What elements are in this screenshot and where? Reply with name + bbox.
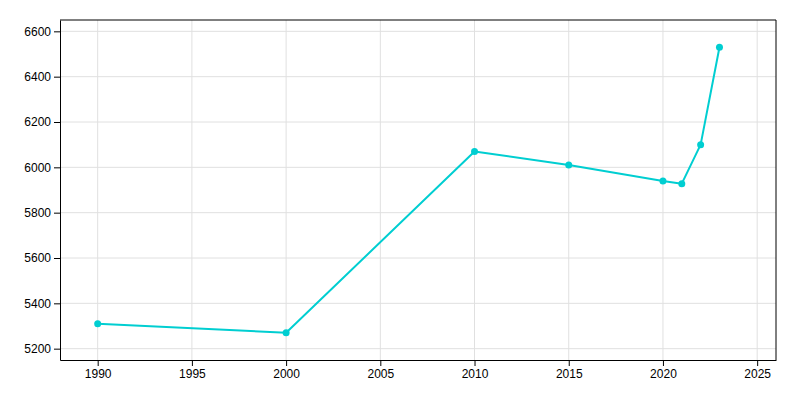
x-axis-tick-label: 2000: [273, 367, 300, 381]
grid-line: [568, 20, 569, 360]
x-axis-tick-mark: [98, 360, 99, 366]
point: [659, 177, 666, 184]
y-axis-tick-label: 6400: [24, 70, 51, 84]
y-axis-tick: 6000: [24, 161, 60, 175]
y-axis: 5200 5400 5600 5800 6000 6200 6400 6600: [24, 21, 60, 361]
x-axis-tick-label: 2010: [462, 367, 489, 381]
y-axis-tick: 5200: [24, 342, 60, 356]
y-axis-tick: 5600: [24, 251, 60, 265]
y-axis-tick-label: 5200: [24, 342, 51, 356]
x-axis-tick-mark: [757, 360, 758, 366]
grid-line: [60, 122, 776, 123]
grid-line: [60, 76, 776, 77]
x-axis-tick-label: 2025: [744, 367, 771, 381]
y-axis-tick-mark: [54, 213, 60, 214]
point: [283, 329, 290, 336]
y-axis-tick-mark: [54, 122, 60, 123]
grid-line: [60, 258, 776, 259]
grid-line: [662, 20, 663, 360]
marks: [94, 44, 723, 337]
y-axis-tick: 6400: [24, 70, 60, 84]
x-axis-tick-mark: [663, 360, 664, 366]
grid-line: [60, 212, 776, 213]
y-axis-tick-mark: [54, 31, 60, 32]
frame: [60, 20, 776, 21]
y-axis-tick-label: 6600: [24, 25, 51, 39]
x-axis-tick-mark: [192, 360, 193, 366]
x-axis-tick-mark: [569, 360, 570, 366]
y-axis-tick-mark: [54, 303, 60, 304]
y-axis-tick-mark: [54, 167, 60, 168]
grid-line: [60, 348, 776, 349]
x-axis-tick-label: 2015: [556, 367, 583, 381]
point: [697, 141, 704, 148]
x-axis-tick-mark: [380, 360, 381, 366]
y-axis-tick-mark: [54, 258, 60, 259]
y-axis-tick-label: 6000: [24, 161, 51, 175]
x-axis: 1990 1995 2000 2005 2010 2015 2020 2025: [61, 360, 777, 381]
x-axis-tick: 2020: [650, 360, 677, 381]
x-axis-tick-label: 2020: [650, 367, 677, 381]
grid-line: [380, 20, 381, 360]
point: [94, 320, 101, 327]
grid-line: [60, 31, 776, 32]
chart: 1990 1995 2000 2005 2010 2015 2020 2025 5200 5400…: [0, 0, 800, 400]
grid-line: [97, 20, 98, 360]
y-axis-tick: 6200: [24, 115, 60, 129]
y-axis-tick: 5400: [24, 297, 60, 311]
plot: 1990 1995 2000 2005 2010 2015 2020 2025 5200 5400…: [24, 20, 776, 381]
grid-line: [286, 20, 287, 360]
y-axis-tick-label: 5800: [24, 206, 51, 220]
x-axis-tick: 2005: [367, 360, 394, 381]
x-axis-tick: 2010: [462, 360, 489, 381]
point: [716, 44, 723, 51]
grid-line: [60, 167, 776, 168]
line: [98, 47, 720, 333]
x-axis-tick-mark: [475, 360, 476, 366]
y-axis-tick: 6600: [24, 25, 60, 39]
frame: [776, 20, 777, 360]
grid-line: [474, 20, 475, 360]
x-axis-tick: 2025: [744, 360, 771, 381]
y-axis-tick-mark: [54, 77, 60, 78]
y-axis-tick-label: 6200: [24, 115, 51, 129]
y-axis-tick-label: 5600: [24, 251, 51, 265]
y-axis-tick-label: 5400: [24, 297, 51, 311]
x-axis-tick: 2000: [273, 360, 300, 381]
grid-line: [60, 303, 776, 304]
point: [678, 180, 685, 187]
x-axis-line: [61, 360, 777, 361]
x-axis-tick-label: 1995: [179, 367, 206, 381]
y-axis-line: [60, 21, 61, 361]
y-axis-tick: 5800: [24, 206, 60, 220]
x-axis-tick-label: 2005: [367, 367, 394, 381]
x-axis-tick: 1995: [179, 360, 206, 381]
y-axis-tick-mark: [54, 349, 60, 350]
grid: [60, 20, 776, 360]
point: [471, 148, 478, 155]
x-axis-tick-mark: [286, 360, 287, 366]
grid-line: [757, 20, 758, 360]
grid-line: [191, 20, 192, 360]
x-axis-tick-label: 1990: [85, 367, 112, 381]
x-axis-tick: 2015: [556, 360, 583, 381]
point: [565, 162, 572, 169]
x-axis-tick: 1990: [85, 360, 112, 381]
